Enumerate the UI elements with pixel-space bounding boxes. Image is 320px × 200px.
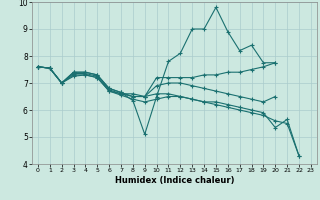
X-axis label: Humidex (Indice chaleur): Humidex (Indice chaleur) xyxy=(115,176,234,185)
